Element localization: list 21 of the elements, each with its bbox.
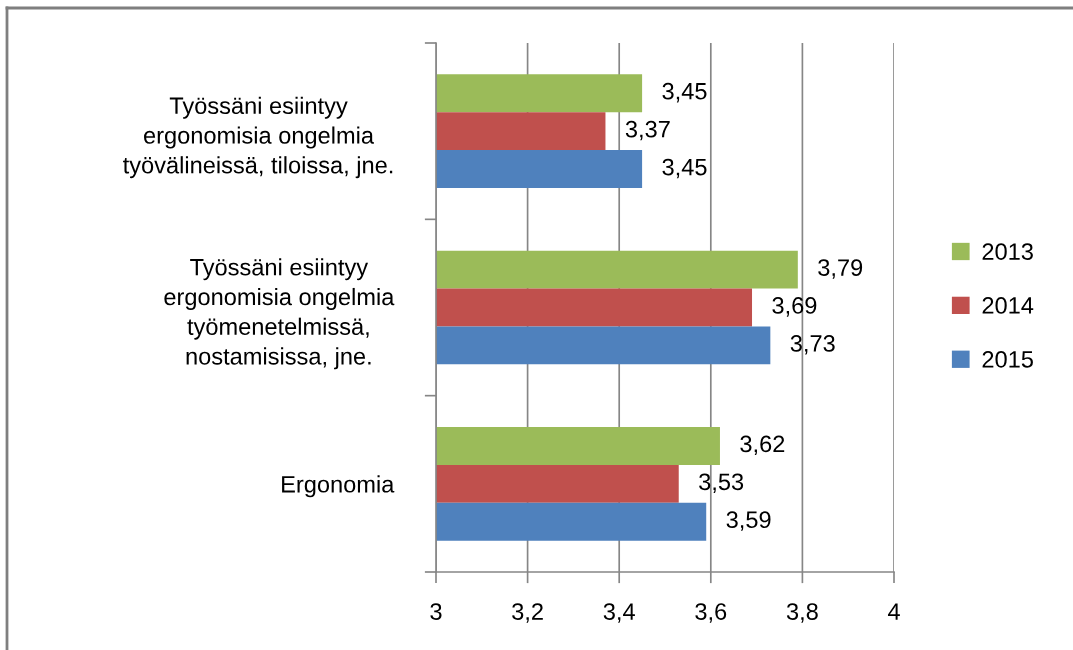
- x-tick-label: 3,8: [786, 603, 818, 623]
- y-tick-label: Työssäni esiintyy ergonomisia ongelmia työmenetelmissä, nostamisissa, jne.: [164, 258, 395, 370]
- data-label: 3,45: [662, 82, 707, 103]
- x-tick-label: 3,2: [512, 603, 543, 623]
- x-tick-label: 3: [430, 603, 442, 620]
- data-label: 3,53: [699, 473, 744, 493]
- data-label: 3,69: [772, 297, 817, 317]
- data-label: 3,37: [625, 120, 670, 141]
- data-label: 3,62: [740, 435, 785, 456]
- y-tick-label: Ergonomia: [282, 475, 395, 498]
- data-label: 3,45: [662, 158, 707, 179]
- x-tick-label: 4: [887, 603, 900, 620]
- x-tick-label: 3,6: [695, 603, 727, 623]
- legend-label: 2014: [982, 297, 1034, 314]
- data-label: 3,59: [726, 511, 771, 531]
- legend-label: 2015: [982, 351, 1033, 368]
- x-tick-label: 3,4: [603, 603, 635, 623]
- data-label: 3,73: [790, 335, 835, 355]
- legend-label: 2013: [982, 243, 1033, 260]
- data-label: 3,79: [818, 259, 863, 279]
- y-tick-label: Työssäni esiintyy ergonomisia ongelmia työvälineissä, tiloissa, jne.: [123, 96, 393, 179]
